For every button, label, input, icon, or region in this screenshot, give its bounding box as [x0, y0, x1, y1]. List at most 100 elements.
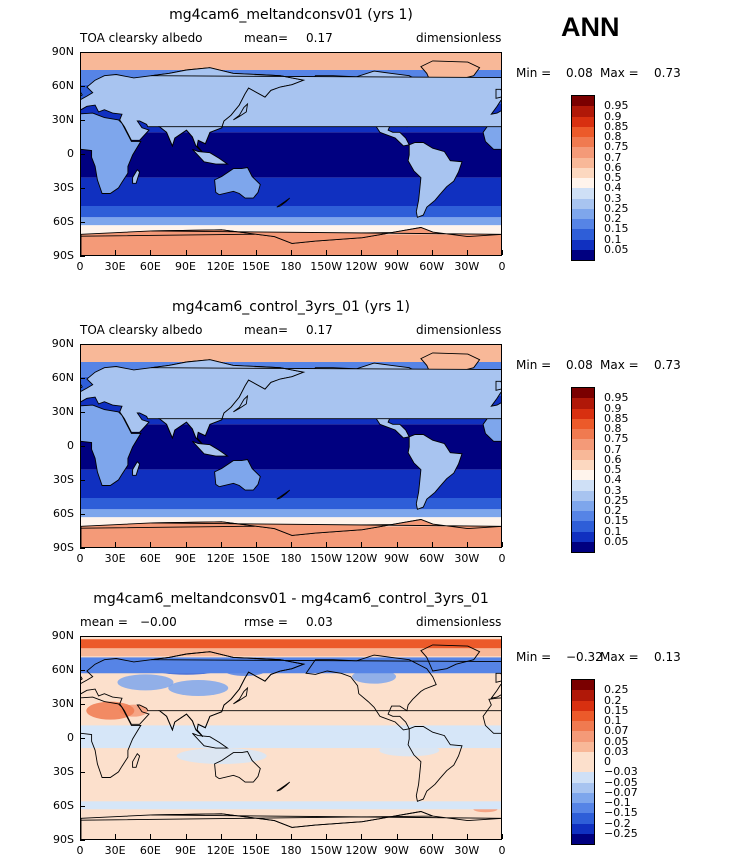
coastline-australia: [214, 750, 261, 783]
coastline-eurasia: [151, 651, 501, 738]
panel-title: mg4cam6_meltandconsv01 - mg4cam6_control…: [93, 591, 489, 607]
colorbar-level-label: 0.9: [604, 109, 622, 123]
coastline-newzealand: [276, 197, 291, 208]
lon-tick: [220, 250, 222, 255]
colorbar-level-label: 0.3: [604, 191, 622, 205]
lat-tick-label: 30S: [53, 181, 74, 194]
colorbar-level-label: −0.25: [604, 826, 638, 840]
left-label: mean =: [80, 615, 128, 629]
colorbar-level-label: −0.03: [604, 765, 638, 779]
left-label: TOA clearsky albedo: [80, 323, 203, 337]
lat-tick-label: 60N: [51, 371, 74, 384]
map-plot: [80, 52, 502, 256]
lon-tick-label: 150W: [310, 844, 343, 857]
colorbar-swatch: [572, 823, 594, 834]
lat-tick-label: 90N: [51, 45, 74, 58]
coastline-newzealand: [276, 489, 291, 500]
left-label: TOA clearsky albedo: [80, 31, 203, 45]
lat-tick-label: 0: [67, 147, 74, 160]
colorbar-swatch: [572, 388, 594, 399]
colorbar-swatch: [572, 459, 594, 470]
coastline-uk: [495, 88, 501, 99]
lon-tick: [291, 834, 292, 839]
colorbar-level-label: 0.2: [604, 212, 622, 225]
lat-tick: [80, 480, 85, 481]
mid-label: mean=: [244, 31, 289, 45]
lon-tick-label: 120E: [206, 552, 235, 565]
lon-tick-label: 0: [76, 260, 84, 273]
colorbar-swatch: [572, 429, 594, 440]
lon-tick: [431, 250, 433, 255]
lon-tick-label: 60E: [139, 260, 161, 273]
mid-label: mean=: [244, 323, 289, 337]
min-label: Min =: [516, 66, 552, 80]
colorbar-swatch: [572, 490, 594, 501]
lat-tick: [80, 222, 85, 223]
coastline-africa: [81, 112, 142, 194]
colorbar-level-label: 0.2: [604, 693, 622, 707]
lon-tick: [431, 542, 433, 547]
lat-tick-label: 90S: [53, 249, 74, 262]
colorbar-swatch: [572, 178, 594, 189]
lon-tick-label: 30E: [104, 260, 126, 273]
lat-tick-label: 60N: [51, 79, 74, 92]
map-plot: [80, 344, 502, 548]
colorbar-swatch: [572, 208, 594, 219]
min-label: Min =: [516, 358, 552, 372]
panel-title: mg4cam6_control_3yrs_01 (yrs 1): [172, 299, 410, 315]
colorbar-swatch: [572, 772, 594, 783]
colorbar-level-label: 0.6: [604, 160, 622, 174]
lat-tick: [80, 86, 85, 87]
min-value: −0.32: [566, 650, 603, 664]
lon-tick: [361, 834, 363, 839]
coastline-antarctica: [151, 519, 501, 536]
lon-tick-label: 0: [498, 260, 506, 273]
mid-value: 0.17: [306, 323, 333, 337]
colorbar-level-label: 0: [604, 755, 611, 768]
colorbar-level-label: 0.15: [604, 222, 629, 236]
colorbar-level-label: 0.8: [604, 130, 622, 143]
colorbar: [571, 95, 595, 261]
colorbar-swatch: [572, 198, 594, 209]
max-label: Max =: [600, 358, 639, 372]
coastline-antarctica: [151, 811, 501, 828]
lon-tick: [361, 542, 363, 547]
lon-tick-label: 150W: [310, 552, 343, 565]
lon-tick: [150, 250, 152, 255]
coastline-indonesia: [192, 148, 229, 165]
lon-tick: [502, 542, 503, 547]
colorbar-swatch: [572, 782, 594, 793]
lat-tick: [80, 772, 85, 773]
lon-tick-label: 60W: [419, 260, 445, 273]
coastline-southAmerica: [407, 434, 463, 510]
lat-tick: [80, 704, 85, 705]
lon-tick-label: 180: [280, 552, 302, 565]
colorbar-swatch: [572, 792, 594, 803]
lon-tick: [220, 834, 222, 839]
lat-tick-label: 60N: [51, 663, 74, 676]
colorbar-level-label: 0.95: [604, 99, 629, 113]
map-plot: [80, 636, 502, 840]
lon-tick-label: 90E: [175, 552, 196, 565]
coastline-antarctica: [151, 227, 501, 244]
lat-tick-label: 90N: [51, 337, 74, 350]
colorbar-swatch: [572, 449, 594, 460]
lon-tick-label: 120E: [206, 844, 235, 857]
coastline-uk: [81, 92, 83, 97]
colorbar-swatch: [572, 531, 594, 542]
colorbar-level-label: 0.2: [604, 504, 622, 517]
lon-tick: [150, 834, 152, 839]
colorbar-swatch: [572, 96, 594, 107]
colorbar-level-label: 0.9: [604, 401, 622, 415]
lon-tick-label: 90E: [175, 260, 196, 273]
lon-tick: [361, 250, 363, 255]
lat-tick-label: 30N: [51, 113, 74, 126]
colorbar-level-label: 0.3: [604, 483, 622, 497]
lon-tick-label: 0: [498, 552, 506, 565]
lat-tick-label: 30N: [51, 405, 74, 418]
units-label: dimensionless: [416, 323, 502, 337]
colorbar-swatch: [572, 188, 594, 199]
lat-tick: [80, 738, 85, 739]
max-value: 0.73: [654, 358, 681, 372]
lon-tick: [396, 834, 398, 839]
